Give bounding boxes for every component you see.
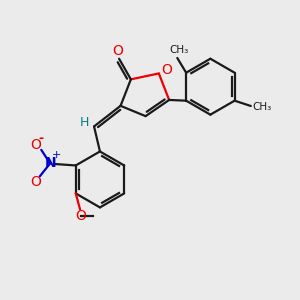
Text: O: O	[112, 44, 123, 58]
Text: O: O	[30, 175, 41, 189]
Text: O: O	[161, 64, 172, 77]
Text: CH₃: CH₃	[169, 45, 188, 55]
Text: N: N	[44, 156, 56, 170]
Text: O: O	[75, 209, 86, 223]
Text: CH₃: CH₃	[252, 103, 272, 112]
Text: O: O	[31, 138, 41, 152]
Text: +: +	[52, 150, 61, 160]
Text: H: H	[80, 116, 89, 129]
Text: -: -	[38, 132, 43, 145]
